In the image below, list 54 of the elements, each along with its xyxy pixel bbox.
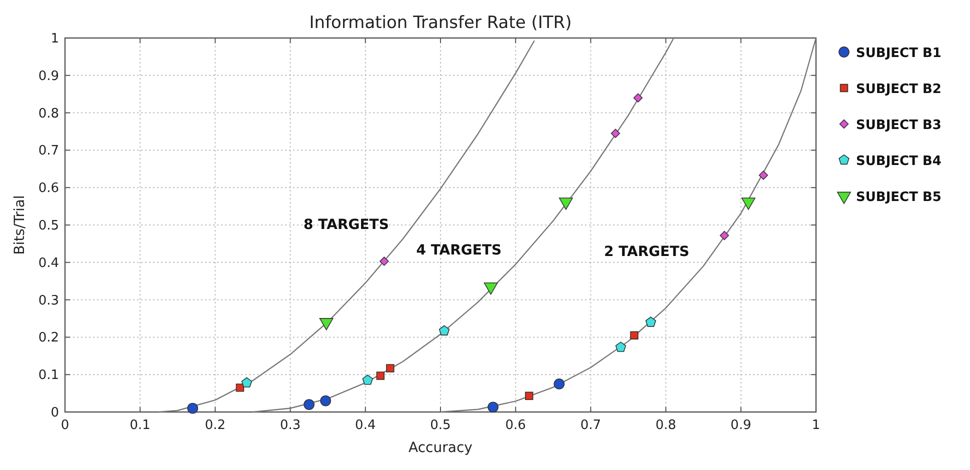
- point: [236, 384, 244, 392]
- point: [554, 378, 565, 390]
- annotation: 2 TARGETS: [604, 244, 690, 260]
- y-tick-label: 0.9: [38, 68, 59, 84]
- point: [615, 342, 626, 352]
- y-tick-label: 0.1: [38, 368, 59, 384]
- y-tick-label: 0.2: [38, 330, 59, 346]
- y-tick-label: 0.6: [38, 181, 59, 196]
- point: [630, 331, 638, 340]
- x-tick-label: 0.1: [130, 418, 150, 433]
- point: [320, 395, 332, 406]
- x-tick-label: 0.8: [655, 418, 676, 433]
- legend-label: SUBJECT B3: [856, 118, 942, 133]
- legend-label: SUBJECT B5: [856, 190, 942, 205]
- legend-label: SUBJECT B1: [856, 46, 942, 61]
- x-tick-label: 0.5: [430, 418, 451, 433]
- x-tick-label: 0.2: [204, 418, 226, 433]
- x-tick-label: 1: [812, 418, 820, 433]
- x-tick-label: 0.9: [730, 418, 752, 433]
- line-series: [158, 40, 535, 413]
- chart-title: Information Transfer Rate (ITR): [309, 13, 572, 33]
- x-tick-label: 0.4: [355, 418, 376, 433]
- point: [386, 364, 394, 372]
- y-tick-label: 0.7: [38, 144, 59, 159]
- point: [758, 170, 768, 180]
- point: [304, 399, 315, 410]
- point: [380, 256, 389, 266]
- point: [362, 374, 373, 385]
- point: [241, 377, 252, 388]
- point: [525, 392, 534, 400]
- x-tick-label: 0.7: [580, 418, 602, 433]
- point: [610, 128, 620, 138]
- point: [720, 230, 729, 240]
- point: [488, 402, 499, 413]
- legend-label: SUBJECT B4: [856, 154, 942, 169]
- point: [633, 93, 643, 102]
- x-axis-title: Accuracy: [408, 440, 472, 456]
- y-tick-label: 0.3: [38, 293, 59, 308]
- y-tick-label: 0.8: [38, 106, 59, 122]
- y-tick-label: 0: [50, 406, 59, 420]
- x-tick-label: 0: [60, 418, 70, 433]
- point: [187, 402, 198, 414]
- x-tick-label: 0.6: [505, 418, 526, 433]
- point: [438, 325, 450, 336]
- annotation: 4 TARGETS: [416, 242, 502, 258]
- point: [645, 316, 656, 327]
- x-tick-label: 0.3: [280, 418, 301, 433]
- point: [376, 372, 385, 380]
- y-tick-label: 0.4: [38, 256, 59, 271]
- y-axis-title: Bits/Trial: [12, 195, 28, 255]
- legend-label: SUBJECT B2: [856, 82, 942, 97]
- annotation: 8 TARGETS: [304, 216, 389, 233]
- y-tick-label: 1: [50, 32, 59, 46]
- y-tick-label: 0.5: [38, 218, 59, 234]
